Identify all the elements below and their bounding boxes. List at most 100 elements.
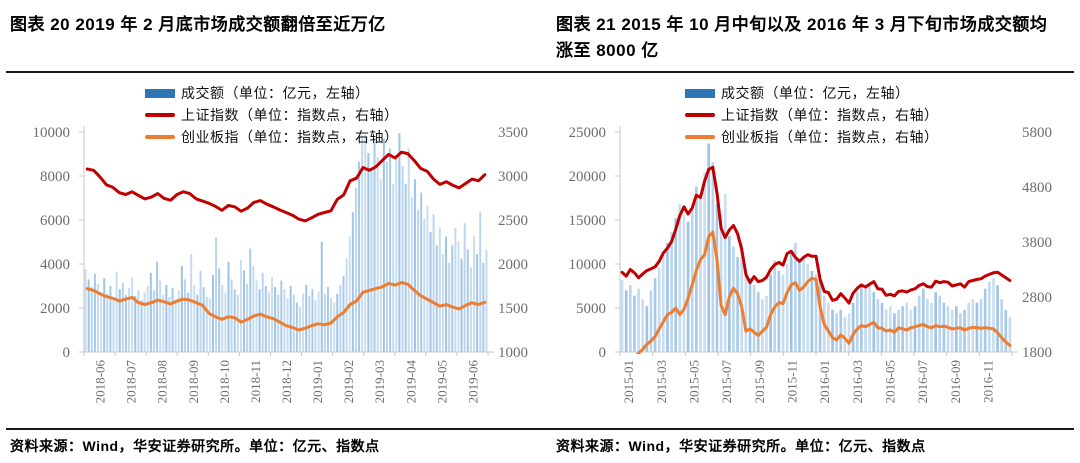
turnover-bar bbox=[373, 139, 376, 352]
turnover-bar bbox=[1008, 316, 1012, 352]
x-axis-tick-label: 2019-06 bbox=[466, 360, 481, 404]
turnover-bar bbox=[249, 248, 252, 352]
turnover-bar bbox=[629, 285, 632, 352]
turnover-bar bbox=[124, 294, 127, 352]
turnover-bar bbox=[386, 161, 388, 352]
turnover-bar bbox=[382, 138, 385, 352]
turnover-bar bbox=[193, 284, 196, 352]
x-axis-tick-label: 2016-11 bbox=[981, 360, 996, 403]
x-axis-tick-label: 2016-05 bbox=[883, 360, 898, 403]
turnover-bar bbox=[802, 256, 805, 352]
turnover-bar bbox=[657, 267, 661, 352]
turnover-bar bbox=[785, 264, 789, 352]
turnover-bar bbox=[230, 279, 233, 352]
turnover-bar bbox=[699, 197, 702, 352]
turnover-bar bbox=[100, 291, 103, 352]
turnover-bar bbox=[479, 212, 482, 352]
turnover-bar bbox=[320, 242, 323, 352]
turnover-bar bbox=[744, 267, 748, 352]
right-axis-tick-label: 2000 bbox=[498, 257, 528, 273]
turnover-bar bbox=[441, 254, 444, 352]
turnover-bar bbox=[686, 221, 690, 352]
turnover-bar bbox=[485, 249, 488, 352]
right-axis-tick-label: 2500 bbox=[498, 213, 528, 229]
top-divider bbox=[6, 71, 1074, 73]
turnover-bar bbox=[843, 316, 847, 352]
turnover-bar bbox=[376, 157, 379, 352]
turnover-bar bbox=[448, 262, 451, 352]
turnover-bar bbox=[180, 266, 183, 352]
left-axis-tick-label: 25000 bbox=[569, 125, 607, 141]
turnover-bar bbox=[818, 281, 822, 352]
turnover-bar bbox=[959, 313, 962, 352]
right-axis-tick-label: 3000 bbox=[498, 169, 528, 185]
x-axis-tick-label: 2018-07 bbox=[124, 360, 139, 404]
x-axis-tick-label: 2016-09 bbox=[948, 360, 963, 403]
turnover-bar bbox=[115, 271, 118, 352]
turnover-bar bbox=[162, 294, 165, 352]
turnover-bar bbox=[336, 293, 339, 352]
turnover-bar bbox=[118, 289, 121, 352]
turnover-bar bbox=[897, 309, 900, 352]
turnover-bar bbox=[432, 214, 435, 352]
turnover-bar bbox=[218, 268, 221, 352]
left-axis-tick-label: 5000 bbox=[576, 301, 606, 317]
turnover-bar bbox=[454, 227, 457, 352]
x-axis-tick-label: 2019-05 bbox=[434, 360, 449, 403]
x-axis-tick-label: 2015-01 bbox=[621, 360, 636, 403]
turnover-bar bbox=[283, 289, 286, 352]
x-axis-labels: 2018-06 2018-07 2018-08 2018-09 2018-10 2018-… bbox=[93, 360, 481, 404]
chinext-index-line bbox=[85, 281, 487, 332]
turnover-bar bbox=[761, 299, 764, 352]
turnover-bar bbox=[326, 287, 329, 352]
turnover-bar bbox=[295, 302, 298, 352]
turnover-bar bbox=[134, 295, 137, 352]
turnover-bar bbox=[435, 245, 438, 352]
turnover-bar bbox=[364, 134, 367, 352]
turnover-bar bbox=[921, 288, 925, 352]
left-axis-tick-label: 10000 bbox=[569, 257, 607, 273]
turnover-bar bbox=[239, 259, 242, 352]
turnover-bar bbox=[1004, 309, 1008, 352]
left-axis-tick-label: 6000 bbox=[40, 213, 70, 229]
turnover-bar bbox=[469, 267, 472, 352]
turnover-bar bbox=[199, 270, 202, 352]
turnover-bar bbox=[473, 236, 476, 352]
axes bbox=[79, 126, 494, 356]
turnover-bar bbox=[370, 170, 373, 352]
turnover-bar bbox=[211, 275, 214, 352]
turnover-bar bbox=[190, 254, 193, 352]
turnover-bar bbox=[457, 240, 460, 352]
turnover-bar bbox=[215, 237, 218, 352]
turnover-bar bbox=[401, 166, 404, 352]
turnover-bar bbox=[996, 285, 999, 352]
turnover-bar bbox=[810, 271, 814, 352]
turnover-bar bbox=[389, 148, 392, 352]
left-axis-tick-label: 15000 bbox=[569, 213, 607, 229]
turnover-bar bbox=[798, 260, 801, 352]
turnover-bar bbox=[460, 258, 463, 352]
turnover-bar bbox=[87, 279, 90, 352]
turnover-bar bbox=[707, 143, 711, 352]
turnover-bar bbox=[662, 255, 665, 352]
turnover-bar bbox=[946, 306, 950, 352]
turnover-bar bbox=[756, 292, 760, 352]
turnover-bar bbox=[292, 294, 295, 352]
turnover-bar bbox=[417, 210, 420, 352]
turnover-bar bbox=[392, 183, 395, 352]
right-axis-labels: 1000 1500 2000 2500 3000 3500 bbox=[498, 125, 528, 361]
turnover-bar bbox=[740, 242, 744, 352]
turnover-bar bbox=[205, 297, 208, 352]
left-axis-tick-label: 0 bbox=[599, 345, 607, 361]
turnover-bar bbox=[243, 270, 246, 352]
turnover-bar bbox=[814, 274, 818, 352]
turnover-bar bbox=[351, 212, 354, 352]
x-axis-tick-label: 2018-11 bbox=[248, 360, 263, 403]
turnover-bar bbox=[1000, 299, 1003, 352]
turnover-bar bbox=[752, 285, 756, 352]
x-axis-tick-label: 2015-05 bbox=[687, 360, 702, 403]
turnover-bar bbox=[732, 246, 735, 352]
turnover-bar bbox=[905, 302, 909, 352]
turnover-bar bbox=[358, 161, 361, 352]
turnover-bar bbox=[184, 279, 186, 352]
